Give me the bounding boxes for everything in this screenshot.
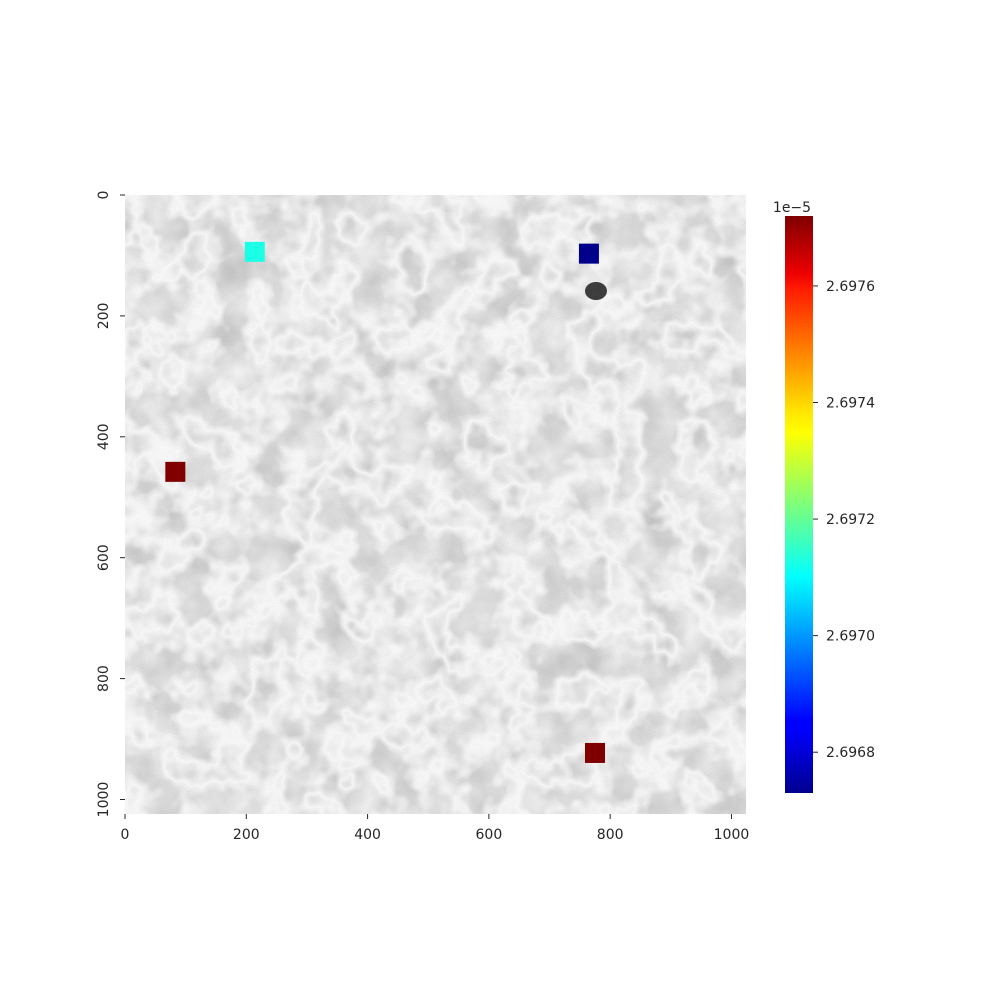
y-tick-label: 800 bbox=[96, 665, 112, 692]
colorbar-tick-label: 2.6972 bbox=[826, 512, 875, 528]
y-tick-label: 200 bbox=[96, 303, 112, 330]
marker-4 bbox=[584, 742, 605, 763]
colorbar-ticks: 2.6968 2.6970 2.6972 2.6974 2.6976 bbox=[813, 279, 875, 761]
colorbar-tick-label: 2.6968 bbox=[826, 745, 875, 761]
y-tick-label: 400 bbox=[96, 423, 112, 450]
x-tick-label: 800 bbox=[597, 827, 624, 843]
y-axis: 0 200 400 600 800 1000 bbox=[96, 191, 125, 818]
marker-1 bbox=[244, 241, 265, 262]
y-tick-label: 0 bbox=[96, 191, 112, 200]
colorbar-offset-label: 1e−5 bbox=[773, 200, 811, 216]
dark-pore bbox=[585, 282, 607, 300]
plot-area bbox=[125, 195, 746, 814]
x-tick-label: 200 bbox=[233, 827, 260, 843]
x-tick-label: 600 bbox=[476, 827, 503, 843]
colorbar-tick-label: 2.6976 bbox=[826, 279, 875, 295]
x-tick-label: 1000 bbox=[714, 827, 750, 843]
x-tick-label: 0 bbox=[121, 827, 130, 843]
markers-layer bbox=[165, 241, 605, 763]
x-axis: 0 200 400 600 800 1000 bbox=[121, 814, 750, 843]
colorbar-gradient bbox=[785, 216, 813, 793]
marker-2 bbox=[578, 243, 599, 264]
colorbar-tick-label: 2.6970 bbox=[826, 629, 875, 645]
marker-3 bbox=[165, 461, 186, 482]
y-tick-label: 600 bbox=[96, 544, 112, 571]
colorbar-tick-label: 2.6974 bbox=[826, 396, 875, 412]
micrograph-image bbox=[125, 195, 746, 814]
x-tick-label: 400 bbox=[354, 827, 381, 843]
colorbar: 1e−5 2.6968 2.6970 2.6972 2.6974 2.6976 bbox=[773, 200, 875, 793]
y-tick-label: 1000 bbox=[96, 782, 112, 818]
